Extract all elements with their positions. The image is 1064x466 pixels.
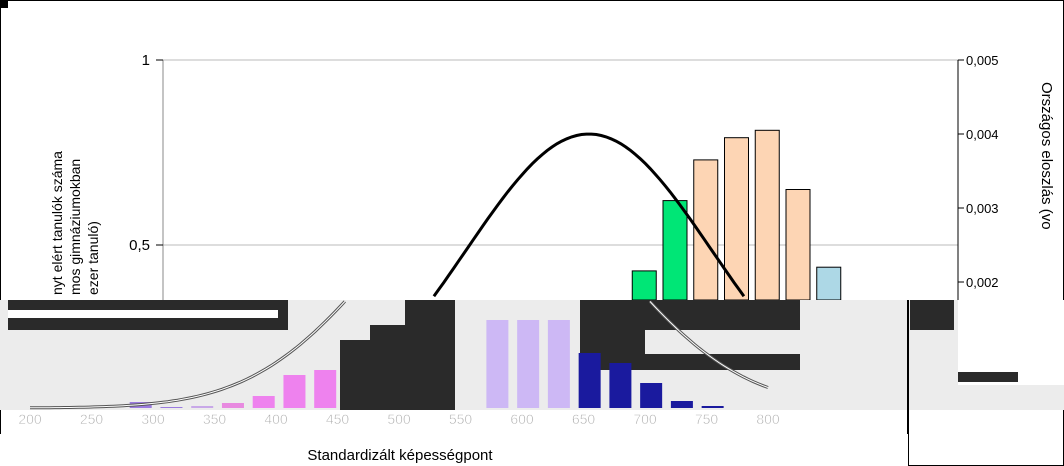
bar — [517, 320, 540, 408]
x-tick-label: 700 — [633, 411, 657, 427]
y-axis-label-left-line: ezer tanuló) — [85, 221, 101, 295]
bar — [816, 266, 842, 301]
x-tick-label: 200 — [18, 411, 42, 427]
x-axis-ticks: 200 250 300 350 400 450 500 550 600 650 700 750 800 — [18, 411, 780, 428]
x-tick-label: 350 — [203, 411, 227, 427]
bar — [547, 320, 570, 408]
x-tick-label: 500 — [387, 411, 411, 427]
glitch-block-center-1 — [405, 300, 455, 410]
x-tick-label: 400 — [264, 411, 288, 427]
left-axis-ticks: 10,5 — [129, 52, 163, 254]
right-axis-ticks: 0,005 0,004 0,003 0,002 — [958, 53, 999, 290]
bar — [754, 129, 780, 301]
glitch-block-center-2 — [370, 325, 410, 410]
y-axis-label-left: nyt elért tanulók száma mos gimnáziumokba… — [49, 151, 101, 295]
bar — [701, 406, 724, 408]
bar — [640, 383, 663, 408]
bar — [631, 270, 657, 301]
bar — [252, 396, 275, 408]
bar — [283, 375, 306, 408]
left-tick-label: 0,5 — [129, 237, 150, 254]
bar — [662, 200, 688, 301]
right-tick-label: 0,002 — [966, 275, 999, 290]
bar — [160, 407, 183, 408]
x-tick-label: 600 — [510, 411, 534, 427]
bar — [314, 370, 337, 408]
glitch-light-strip — [645, 330, 805, 354]
normal-curve-bottom-highlight — [30, 301, 769, 409]
top-left-marker — [0, 0, 8, 8]
x-tick-label: 300 — [141, 411, 165, 427]
y-axis-label-left-line: mos gimnáziumokban — [67, 159, 83, 295]
bar — [191, 406, 214, 408]
glitch-white-far-right — [958, 300, 1064, 385]
bar — [609, 363, 632, 408]
bar — [724, 137, 749, 301]
glitch-white-strip — [8, 310, 278, 318]
y-axis-label-right: Országos eloszlás (vo — [1038, 82, 1055, 230]
x-tick-label: 750 — [695, 411, 719, 427]
right-tick-label: 0,003 — [966, 201, 999, 216]
x-tick-label: 650 — [572, 411, 596, 427]
bar — [670, 401, 693, 408]
bar — [578, 353, 601, 408]
right-tick-label: 0,005 — [966, 53, 999, 68]
x-tick-label: 250 — [80, 411, 104, 427]
right-tick-label: 0,004 — [966, 127, 999, 142]
glitch-block-center-3 — [340, 340, 375, 410]
y-axis-label-left-line: nyt elért tanulók száma — [49, 151, 65, 295]
x-tick-label: 450 — [326, 411, 350, 427]
xlabel-background — [0, 434, 908, 466]
bar — [785, 189, 811, 301]
glitch-block-far-right — [910, 300, 954, 330]
bar — [221, 403, 244, 408]
left-tick-label: 1 — [142, 52, 150, 69]
x-tick-label: 800 — [756, 411, 780, 427]
x-tick-label: 550 — [449, 411, 473, 427]
glitch-dark-bar-far-right — [958, 372, 1018, 382]
normal-curve-top — [432, 132, 746, 298]
top-gridlines — [163, 59, 958, 246]
bottom-bars — [129, 320, 724, 408]
bar — [486, 320, 509, 408]
x-axis-label: Standardizált képességpont — [307, 447, 493, 464]
